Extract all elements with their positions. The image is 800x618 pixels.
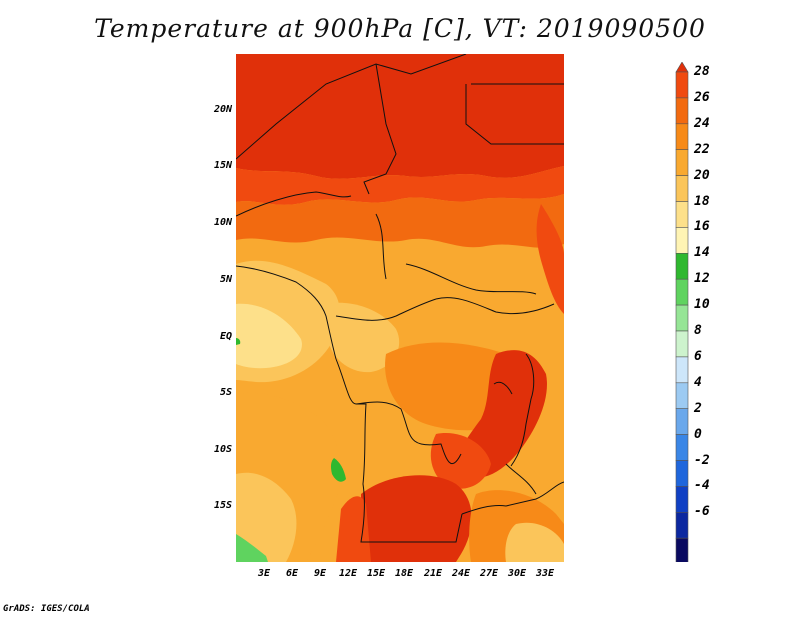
colorbar-swatch bbox=[675, 356, 689, 384]
colorbar-swatch bbox=[675, 123, 689, 150]
colorbar-label: 26 bbox=[694, 89, 710, 105]
field-band-26 bbox=[236, 166, 564, 205]
field-green-sw bbox=[236, 534, 268, 562]
colorbar-label: 4 bbox=[694, 374, 702, 390]
colorbar-label: 20 bbox=[694, 167, 710, 183]
colorbar-swatch bbox=[675, 304, 689, 332]
colorbar-label: 22 bbox=[694, 141, 710, 157]
colorbar-swatch bbox=[675, 434, 689, 461]
colorbar-swatch bbox=[675, 511, 689, 539]
lat-tick: 5N bbox=[219, 274, 232, 285]
colorbar-swatch bbox=[675, 460, 689, 487]
colorbar-label: 28 bbox=[694, 64, 710, 79]
lon-tick: 27E bbox=[479, 568, 499, 579]
border-lines bbox=[236, 54, 564, 543]
colorbar-label: 6 bbox=[694, 348, 702, 364]
colorbar-top-triangle bbox=[675, 62, 689, 73]
colorbar-label: 2 bbox=[694, 400, 702, 416]
field-hot-north bbox=[236, 54, 564, 179]
colorbar-label: -6 bbox=[694, 504, 710, 520]
field-southwest-pale bbox=[236, 472, 297, 562]
colorbar-swatch bbox=[675, 330, 689, 358]
lon-tick: 33E bbox=[535, 568, 555, 579]
colorbar-swatch bbox=[675, 486, 689, 513]
field-west-paler bbox=[236, 303, 302, 369]
lat-tick: EQ bbox=[219, 331, 232, 342]
field-green-coast bbox=[236, 338, 241, 345]
lat-tick: 10S bbox=[213, 444, 232, 455]
colorbar-swatch bbox=[675, 227, 689, 254]
colorbar-swatch bbox=[675, 97, 689, 125]
colorbar-swatch bbox=[675, 201, 689, 228]
field-green-angola bbox=[330, 458, 346, 482]
field-band-24 bbox=[236, 194, 564, 248]
field-east-red bbox=[457, 350, 547, 478]
lon-tick: 18E bbox=[394, 568, 414, 579]
colorbar-label: -2 bbox=[694, 452, 710, 468]
colorbar-label: 8 bbox=[694, 323, 702, 338]
lon-tick: 21E bbox=[423, 568, 443, 579]
lat-tick: 10N bbox=[213, 217, 232, 228]
lon-tick: 24E bbox=[451, 568, 471, 579]
colorbar-swatch bbox=[675, 382, 689, 409]
colorbar-label: -4 bbox=[694, 478, 710, 494]
lon-tick: 9E bbox=[313, 568, 327, 579]
lon-tick: 6E bbox=[285, 568, 299, 579]
colorbar-label: 0 bbox=[694, 426, 702, 442]
field-band-26-south bbox=[336, 496, 371, 562]
lat-tick: 15N bbox=[213, 160, 232, 171]
credit-text: GrADS: IGES/COLA bbox=[3, 604, 90, 614]
lon-tick: 3E bbox=[257, 568, 271, 579]
colorbar-swatch bbox=[675, 253, 689, 280]
colorbar-label: 10 bbox=[694, 297, 710, 313]
lon-tick: 30E bbox=[507, 568, 527, 579]
colorbar-label: 14 bbox=[694, 245, 710, 261]
field-southeast-pale bbox=[505, 522, 564, 562]
colorbar-swatches bbox=[675, 62, 689, 562]
map-title: Temperature at 900hPa [C], VT: 201909050… bbox=[94, 14, 706, 43]
colorbar-swatch bbox=[675, 537, 689, 562]
colorbar-swatch bbox=[675, 278, 689, 306]
temperature-field bbox=[236, 54, 564, 562]
colorbar-swatch bbox=[675, 175, 689, 202]
colorbar-label: 24 bbox=[694, 115, 710, 131]
colorbar-swatch bbox=[675, 71, 689, 99]
lat-tick: 20N bbox=[213, 104, 232, 115]
lat-tick: 5S bbox=[219, 387, 232, 398]
lon-tick: 12E bbox=[338, 568, 358, 579]
colorbar bbox=[675, 62, 689, 562]
lon-tick: 15E bbox=[366, 568, 386, 579]
colorbar-swatch bbox=[675, 149, 689, 176]
colorbar-label: 18 bbox=[694, 193, 710, 209]
colorbar-label: 12 bbox=[694, 271, 710, 287]
map-panel bbox=[236, 54, 564, 562]
colorbar-label: 16 bbox=[694, 219, 710, 235]
field-band-26-east bbox=[430, 433, 491, 489]
colorbar-swatch bbox=[675, 408, 689, 435]
field-east-hot bbox=[536, 204, 564, 314]
lat-tick: 15S bbox=[213, 500, 232, 511]
field-hot-south bbox=[361, 475, 472, 562]
